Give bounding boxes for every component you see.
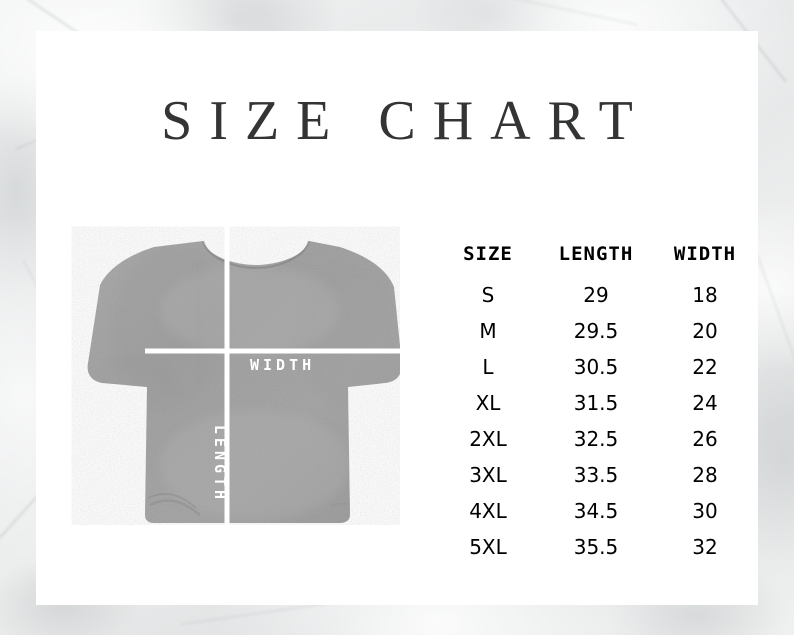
marble-vein	[442, 0, 638, 26]
tshirt-collar	[202, 240, 310, 270]
cell-length: 29.5	[573, 319, 619, 343]
cell-size: L	[482, 355, 494, 379]
size-table: SIZE LENGTH WIDTH S 29 18 M 29.5 20 L 30…	[436, 243, 766, 571]
tshirt-shading	[109, 245, 398, 520]
cell-size: S	[481, 283, 495, 307]
cell-width: 18	[692, 283, 718, 307]
cell-width: 24	[692, 391, 718, 415]
cell-length: 29	[583, 283, 609, 307]
cell-length: 35.5	[573, 535, 619, 559]
cell-size: XL	[475, 391, 501, 415]
tshirt-illustration	[50, 215, 400, 525]
cell-width: 28	[692, 463, 718, 487]
table-row: S 29 18	[436, 283, 766, 319]
cell-width: 26	[692, 427, 718, 451]
table-row: 3XL 33.5 28	[436, 463, 766, 499]
table-row: 5XL 35.5 32	[436, 535, 766, 571]
cell-size: 3XL	[469, 463, 507, 487]
width-measure-label: WIDTH	[250, 356, 316, 374]
table-row: L 30.5 22	[436, 355, 766, 391]
cell-width: 22	[692, 355, 718, 379]
cell-size: 2XL	[469, 427, 507, 451]
cell-size: 4XL	[469, 499, 507, 523]
page-title: SIZE CHART	[161, 90, 650, 152]
cell-length: 30.5	[573, 355, 619, 379]
cell-length: 33.5	[573, 463, 619, 487]
table-row: 2XL 32.5 26	[436, 427, 766, 463]
cell-length: 34.5	[573, 499, 619, 523]
size-chart-card: SIZE CHART	[36, 31, 758, 605]
cell-size: 5XL	[469, 535, 507, 559]
cell-width: 20	[692, 319, 718, 343]
column-header-length: LENGTH	[558, 243, 634, 265]
cell-length: 31.5	[573, 391, 619, 415]
column-header-width: WIDTH	[673, 243, 737, 265]
tshirt-svg	[87, 215, 400, 525]
column-header-size: SIZE	[463, 243, 513, 265]
cell-length: 32.5	[573, 427, 619, 451]
cell-size: M	[479, 319, 497, 343]
cell-width: 30	[692, 499, 718, 523]
table-row: M 29.5 20	[436, 319, 766, 355]
table-row: XL 31.5 24	[436, 391, 766, 427]
table-header-row: SIZE LENGTH WIDTH	[436, 243, 766, 283]
cell-width: 32	[692, 535, 718, 559]
table-row: 4XL 34.5 30	[436, 499, 766, 535]
length-measure-label: LENGTH	[211, 424, 230, 504]
